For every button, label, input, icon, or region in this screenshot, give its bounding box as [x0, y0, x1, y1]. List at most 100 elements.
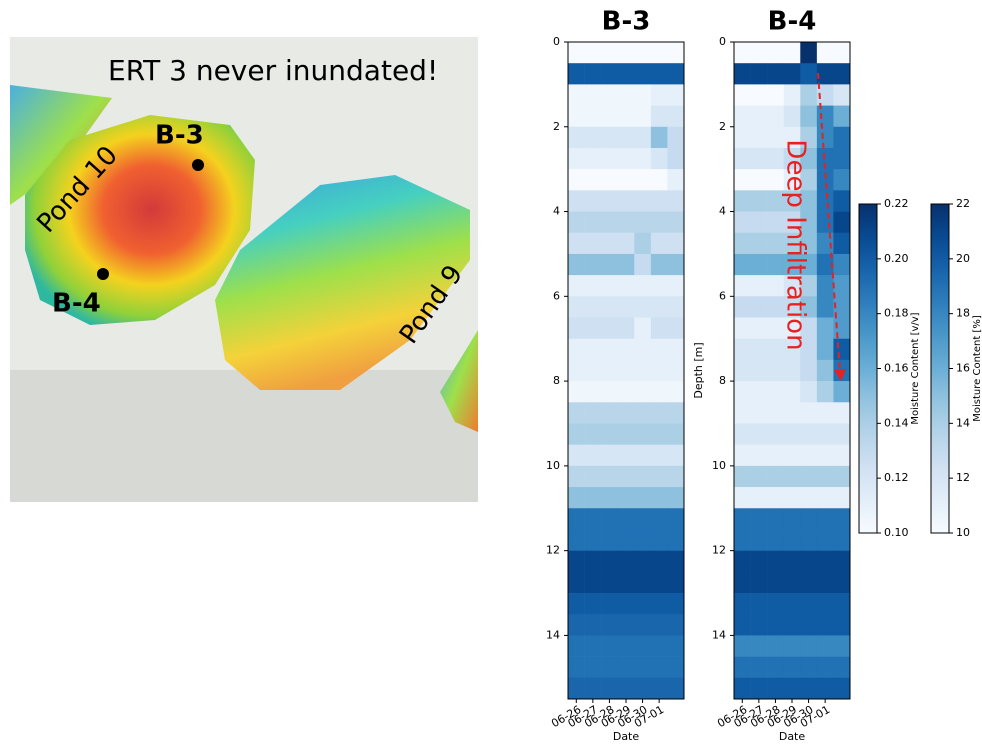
heatmap-cell	[601, 126, 619, 149]
heatmap-cell	[800, 42, 818, 64]
heatmap-cell	[634, 550, 652, 573]
y-tick-label: 14	[546, 628, 560, 641]
heatmap-cell	[568, 211, 585, 234]
heatmap-cell	[601, 635, 619, 657]
heatmap-cell	[584, 529, 602, 551]
heatmap-cell	[816, 42, 834, 64]
y-tick-label: 8	[553, 374, 560, 387]
y-tick-label: 12	[712, 544, 726, 557]
heatmap-cell	[833, 169, 851, 191]
heatmap-cell	[816, 169, 834, 191]
heatmap-cell	[634, 593, 652, 615]
pond-shape	[10, 85, 112, 205]
heatmap-cell	[816, 487, 834, 509]
heatmap-cell	[601, 105, 619, 128]
heatmap-cell	[584, 571, 602, 594]
heatmap-cell	[617, 105, 635, 128]
heatmap-cell	[783, 550, 801, 573]
heatmap-cell	[667, 529, 685, 551]
heatmap-cell	[650, 338, 668, 361]
heatmap-cell	[568, 42, 585, 64]
heatmap-cell	[617, 359, 635, 382]
heatmap-cell	[667, 487, 685, 509]
heatmap-cell	[833, 296, 851, 318]
heatmap-cell	[800, 487, 818, 509]
heatmap-cell	[634, 571, 652, 594]
heatmap-cell	[767, 84, 785, 106]
heatmap-cell	[783, 105, 801, 128]
heatmap-cell	[816, 338, 834, 361]
heatmap-cell	[601, 147, 619, 170]
heatmap-cell	[617, 338, 635, 361]
heatmap-cell	[800, 253, 818, 276]
arrow-head	[834, 369, 846, 381]
heatmap-cell	[650, 84, 668, 106]
heatmap-cell	[833, 423, 851, 445]
heatmap-cell	[617, 487, 635, 509]
heatmap-cell	[783, 84, 801, 106]
heatmap-cell	[767, 275, 785, 297]
heatmap-cell	[601, 593, 619, 615]
heatmap-cell	[650, 677, 668, 700]
heatmap-cell	[783, 126, 801, 149]
heatmap-cell	[783, 296, 801, 318]
heatmap-cell	[767, 614, 785, 636]
heatmap-cell	[634, 169, 652, 191]
heatmap-cell	[750, 423, 768, 445]
heatmap-cell	[601, 508, 619, 530]
heatmap-cell	[750, 656, 768, 679]
heatmap-cell	[634, 635, 652, 657]
heatmap-cell	[767, 211, 785, 234]
heatmap-cell	[634, 126, 652, 149]
heatmap-cell	[584, 296, 602, 318]
heatmap-cell	[767, 126, 785, 149]
heatmap-cell	[767, 296, 785, 318]
heatmap-cell	[617, 275, 635, 297]
heatmap-cell	[617, 529, 635, 551]
heatmap-cell	[833, 571, 851, 594]
heatmap-cell	[783, 402, 801, 424]
heatmap-cell	[800, 381, 818, 403]
heatmap-cell	[650, 275, 668, 297]
heatmap-cell	[783, 275, 801, 297]
heatmap-cell	[601, 487, 619, 509]
heatmap-cell	[650, 465, 668, 488]
heatmap-cell	[601, 444, 619, 467]
heatmap-cell	[584, 656, 602, 679]
colorbar-tick-label: 0.10	[884, 526, 909, 539]
heatmap-cell	[816, 550, 834, 573]
heatmap-cell	[800, 190, 818, 212]
heatmap-cell	[667, 147, 685, 170]
heatmap-cell	[734, 126, 751, 149]
heatmap-cell	[601, 169, 619, 191]
heatmap-cell	[800, 105, 818, 128]
heatmap-cell	[667, 232, 685, 255]
colorbar-label: Moisture Content [v/v]	[910, 312, 921, 424]
heatmap-cell	[617, 126, 635, 149]
heatmap-cell	[783, 444, 801, 467]
heatmap-cell	[568, 571, 585, 594]
colorbar-tick-label: 16	[956, 362, 970, 375]
heatmap-cell	[800, 402, 818, 424]
heatmap-cell	[734, 550, 751, 573]
heatmap-cell	[584, 381, 602, 403]
heatmap-cell	[734, 677, 751, 700]
y-tick-label: 6	[553, 289, 560, 302]
colorbar-tick-label: 0.20	[884, 252, 909, 265]
heatmap-cell	[800, 169, 818, 191]
heatmap-cell	[833, 677, 851, 700]
heatmap-cell	[734, 529, 751, 551]
heatmap-cell	[833, 635, 851, 657]
heatmap-cell	[584, 614, 602, 636]
heatmap-cell	[584, 169, 602, 191]
heatmap-cell	[634, 190, 652, 212]
heatmap-cell	[617, 423, 635, 445]
heatmap-cell	[750, 338, 768, 361]
heatmap-cell	[734, 359, 751, 382]
heatmap-cell	[617, 63, 635, 85]
heatmap-cell	[584, 444, 602, 467]
heatmap-cell	[617, 614, 635, 636]
heatmap-cell	[750, 42, 768, 64]
heatmap-cell	[767, 190, 785, 212]
heatmap-cell	[584, 211, 602, 234]
